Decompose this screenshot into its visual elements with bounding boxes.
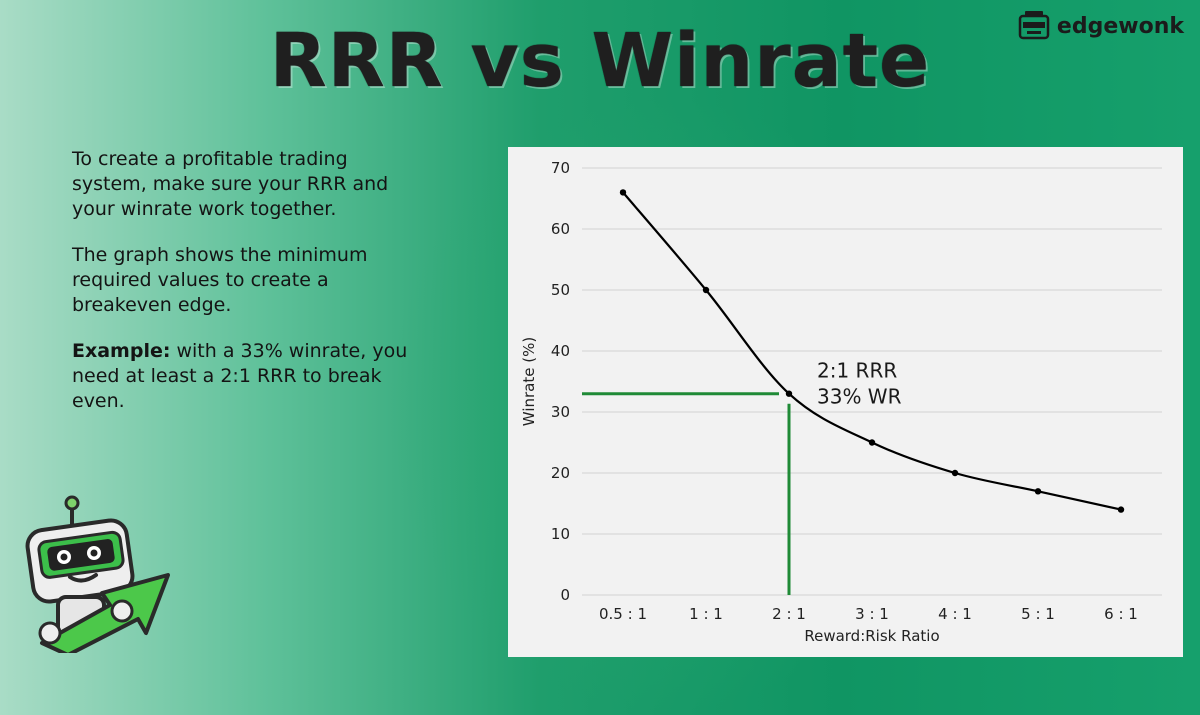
y-tick-label: 30 — [551, 403, 570, 421]
y-tick-label: 0 — [560, 586, 570, 604]
x-tick-label: 4 : 1 — [938, 605, 972, 623]
logo-text: edgewonk — [1056, 13, 1184, 39]
y-tick-label: 10 — [551, 525, 570, 543]
annotation-line-1: 2:1 RRR — [817, 359, 897, 383]
annotation-line-2: 33% WR — [817, 385, 902, 409]
x-tick-label: 1 : 1 — [689, 605, 723, 623]
example-label: Example: — [72, 340, 171, 362]
x-tick-label: 3 : 1 — [855, 605, 889, 623]
winrate-chart: 0 10 20 30 40 50 60 70 0.5 : 1 1 : 1 2 : 1 3 : 1 4 :… — [520, 159, 1162, 645]
data-point — [1034, 488, 1042, 495]
description-example: Example: with a 33% winrate, you need at… — [72, 339, 412, 414]
robot-mascot-icon — [25, 495, 170, 653]
y-tick-label: 70 — [551, 159, 570, 177]
page-title: RRR vs Winrate — [269, 18, 931, 104]
up-arrow-icon — [40, 573, 170, 653]
data-point — [702, 286, 710, 294]
data-point — [951, 469, 959, 477]
y-tick-label: 50 — [551, 281, 570, 299]
y-tick-label: 40 — [551, 342, 570, 360]
brand-logo[interactable]: edgewonk — [1017, 10, 1184, 42]
data-point — [868, 439, 876, 446]
example-text: with a 33% winrate, you need at least a … — [72, 340, 408, 412]
description: To create a profitable trading system, m… — [72, 147, 412, 435]
data-point — [1117, 506, 1125, 513]
description-para-2: The graph shows the minimum required val… — [72, 244, 368, 316]
x-tick-label: 5 : 1 — [1021, 605, 1055, 623]
x-tick-label: 0.5 : 1 — [599, 605, 647, 623]
chart-panel: 0 10 20 30 40 50 60 70 0.5 : 1 1 : 1 2 : 1 3 : 1 4 :… — [508, 147, 1183, 657]
x-tick-label: 6 : 1 — [1104, 605, 1138, 623]
y-tick-label: 20 — [551, 464, 570, 482]
robot-face-icon — [1018, 11, 1050, 40]
description-para-1: To create a profitable trading system, m… — [72, 148, 389, 220]
y-tick-label: 60 — [551, 220, 570, 238]
x-tick-label: 2 : 1 — [772, 605, 806, 623]
data-point — [619, 189, 627, 196]
data-point — [785, 390, 793, 397]
x-axis-label: Reward:Risk Ratio — [804, 627, 939, 645]
y-axis-label: Winrate (%) — [520, 337, 538, 426]
